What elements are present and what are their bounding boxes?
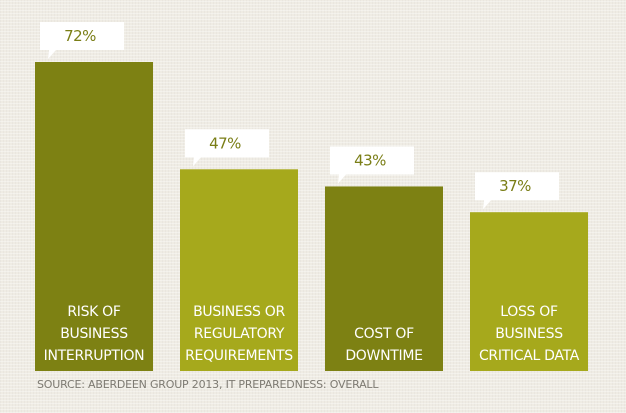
bar-4: [470, 212, 588, 371]
value-callout-3: [330, 146, 414, 184]
category-label-1-line-2: BUSINESS: [60, 326, 128, 342]
category-label-3-line-1: COST OF: [354, 326, 414, 342]
value-callout-4: [475, 172, 559, 210]
category-label-2-line-2: REGULATORY: [194, 326, 285, 342]
value-label-4: 37%: [499, 177, 531, 195]
bar-1: [35, 62, 153, 371]
category-label-4-line-3: CRITICAL DATA: [479, 348, 580, 364]
source-note: SOURCE: ABERDEEN GROUP 2013, IT PREPARED…: [37, 378, 379, 391]
value-label-2: 47%: [209, 134, 241, 152]
category-label-1-line-1: RISK OF: [67, 304, 121, 320]
bar-2: [180, 169, 298, 371]
category-label-4-line-2: BUSINESS: [495, 326, 563, 342]
category-label-3-line-2: DOWNTIME: [345, 348, 422, 364]
value-label-3: 43%: [354, 151, 386, 169]
value-callout-2: [185, 129, 269, 167]
category-label-2-line-3: REQUIREMENTS: [185, 348, 293, 364]
category-label-4-line-1: LOSS OF: [500, 304, 558, 320]
value-callout-1: [40, 22, 124, 59]
category-label-1-line-3: INTERRUPTION: [44, 348, 145, 364]
bars-group: 72% RISK OF BUSINESS INTERRUPTION 47% BUSINES…: [35, 22, 588, 371]
bar-3: [325, 186, 443, 371]
value-label-1: 72%: [64, 27, 96, 45]
category-label-2-line-1: BUSINESS OR: [193, 304, 285, 320]
